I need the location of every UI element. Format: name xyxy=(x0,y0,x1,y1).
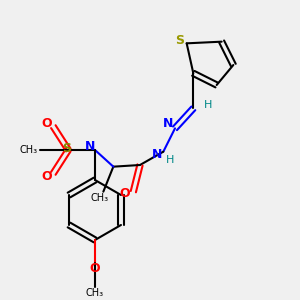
Text: O: O xyxy=(90,262,100,275)
Text: CH₃: CH₃ xyxy=(19,145,38,155)
Text: N: N xyxy=(85,140,95,153)
Text: O: O xyxy=(41,170,52,183)
Text: O: O xyxy=(120,187,130,200)
Text: S: S xyxy=(176,34,184,46)
Text: N: N xyxy=(163,117,173,130)
Text: O: O xyxy=(41,117,52,130)
Text: N: N xyxy=(152,148,162,161)
Text: H: H xyxy=(166,155,174,165)
Text: H: H xyxy=(204,100,212,110)
Text: CH₃: CH₃ xyxy=(91,193,109,203)
Text: S: S xyxy=(62,142,71,155)
Text: CH₃: CH₃ xyxy=(86,288,104,298)
